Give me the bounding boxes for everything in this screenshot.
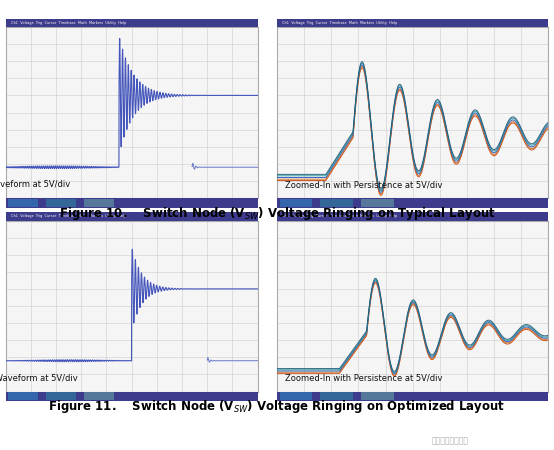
Bar <box>361 392 394 400</box>
Text: Ch1  Voltage  Trig  Cursor  Timebase  Math  Markers  Utility  Help: Ch1 Voltage Trig Cursor Timebase Math Ma… <box>11 21 126 25</box>
Text: Zoomed-In with Persistence at 5V/div: Zoomed-In with Persistence at 5V/div <box>285 180 443 189</box>
Bar <box>320 199 353 207</box>
Bar <box>46 199 76 207</box>
Bar <box>8 199 38 207</box>
Bar <box>280 199 312 207</box>
Bar <box>280 392 312 400</box>
Text: Typical Waveform at 5V/div: Typical Waveform at 5V/div <box>0 180 70 189</box>
Bar <box>320 392 353 400</box>
Bar <box>46 392 76 400</box>
Text: Figure 10.    Switch Node (V$_{SW}$) Voltage Ringing on Typical Layout: Figure 10. Switch Node (V$_{SW}$) Voltag… <box>59 205 495 222</box>
Text: Figure 11.    Switch Node (V$_{SW}$) Voltage Ringing on Optimized Layout: Figure 11. Switch Node (V$_{SW}$) Voltag… <box>48 398 506 415</box>
Bar <box>84 392 114 400</box>
Bar <box>8 392 38 400</box>
Bar <box>361 199 394 207</box>
Bar <box>84 199 114 207</box>
Text: Ch1  Voltage  Trig  Cursor  Timebase  Math  Markers  Utility  Help: Ch1 Voltage Trig Cursor Timebase Math Ma… <box>283 21 398 25</box>
Text: 硬件十万个为什么: 硬件十万个为什么 <box>432 436 469 446</box>
Text: Zoomed-In with Persistence at 5V/div: Zoomed-In with Persistence at 5V/div <box>285 374 443 383</box>
Text: Ch1  Voltage  Trig  Cursor  Timebase  Math  Markers  Utility  Help: Ch1 Voltage Trig Cursor Timebase Math Ma… <box>11 215 126 218</box>
Text: Optimized Waveform at 5V/div: Optimized Waveform at 5V/div <box>0 374 78 383</box>
Text: Ch1  Voltage  Trig  Cursor  Timebase  Math  Markers  Utility  Help: Ch1 Voltage Trig Cursor Timebase Math Ma… <box>283 215 398 218</box>
